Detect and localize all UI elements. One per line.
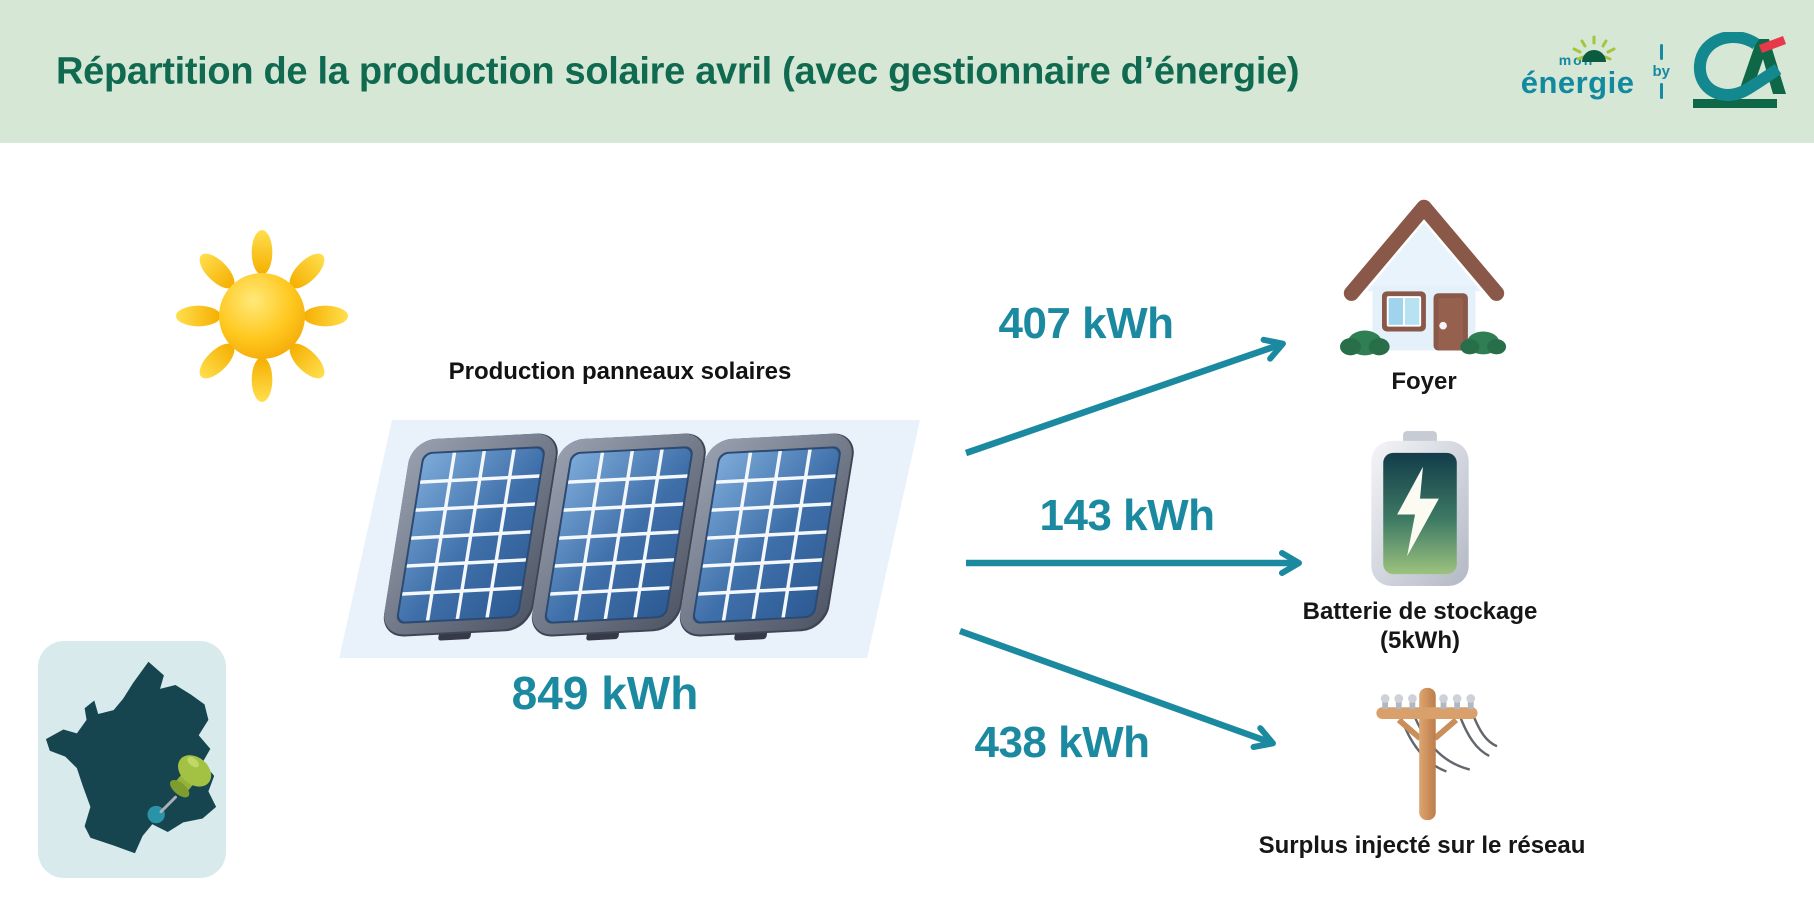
location-card (38, 641, 226, 878)
brand-by-label: by (1652, 63, 1670, 80)
battery-label-line2: (5kWh) (1379, 626, 1460, 654)
page-title: Répartition de la production solaire avr… (56, 50, 1300, 92)
arrow-to-foyer (964, 336, 1286, 457)
france-map-icon (45, 661, 217, 854)
brand-sun-icon (1572, 35, 1616, 63)
pushpin-icon (147, 755, 212, 824)
power-pole-icon (1376, 687, 1498, 821)
battery-label-line1: Batterie de stockage (1302, 598, 1538, 625)
battery-icon (1371, 431, 1469, 587)
house-icon (1340, 199, 1507, 356)
flow-value-grid: 438 kWh (974, 718, 1150, 767)
foyer-label: Foyer (1391, 368, 1457, 395)
battery-label: Batterie de stockage (5kWh) (1303, 598, 1538, 656)
flow-value-battery: 143 kWh (1039, 491, 1215, 540)
production-total: 849 kWh (511, 667, 699, 719)
logo-separator: by (1652, 44, 1670, 99)
brand-energie-label: énergie (1520, 65, 1635, 101)
credit-agricole-logo (1693, 31, 1786, 108)
sun-icon (176, 230, 348, 402)
production-label: Production panneaux solaires (448, 358, 792, 385)
grid-surplus-label: Surplus injecté sur le réseau (1258, 832, 1586, 859)
brand-logo: mon énergie by (1521, 0, 1788, 143)
flow-value-foyer: 407 kWh (998, 299, 1174, 348)
header: Répartition de la production solaire avr… (0, 0, 1814, 143)
mon-energie-logo: mon énergie (1520, 35, 1635, 101)
